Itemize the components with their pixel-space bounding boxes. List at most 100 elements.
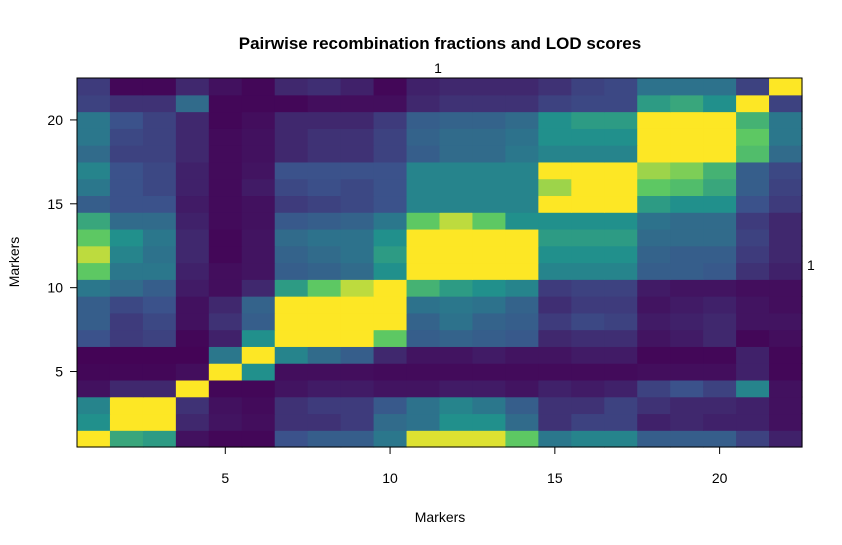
heatmap-cell [142,228,177,247]
heatmap-cell [604,128,638,146]
heatmap-cell [769,161,803,180]
heatmap-cell [340,396,375,415]
heatmap-cell [703,296,737,314]
heatmap-cell [472,228,506,247]
heatmap-cell [604,195,638,213]
heatmap-cell [340,379,375,398]
heatmap-cell [670,329,704,347]
heatmap-cell [373,279,408,297]
heatmap-cell [274,195,309,213]
heatmap-cell [439,178,474,197]
heatmap-cell [241,396,276,415]
heatmap-cell [208,379,243,398]
heatmap-cell [769,279,803,297]
heatmap-cell [274,379,309,398]
heatmap-cell [373,413,408,431]
heatmap-cell [340,161,375,180]
heatmap-cell [505,396,539,415]
heatmap-cell [703,262,737,280]
heatmap-cell [472,346,506,364]
heatmap-cell [373,111,408,129]
heatmap-cell [637,228,671,247]
heatmap-cell [670,262,704,280]
heatmap-cell [175,312,210,331]
top-label: 1 [434,60,442,76]
right-label: 1 [807,257,815,273]
heatmap-cell [571,279,605,297]
heatmap-cell [571,379,605,398]
heatmap-cell [505,279,539,297]
heatmap-cell [604,161,638,180]
heatmap-cell [307,78,342,96]
heatmap-cell [208,94,243,113]
heatmap-cell [307,279,342,297]
heatmap-cell [736,178,770,197]
heatmap-cell [241,212,276,230]
heatmap-cell [439,161,474,180]
heatmap-cell [604,228,638,247]
heatmap-cell [373,329,408,347]
heatmap-cell [769,430,803,448]
heatmap-cell [703,111,737,129]
heatmap-cell [77,212,111,230]
heatmap-cell [472,279,506,297]
heatmap-cell [736,396,770,415]
heatmap-cell [571,145,605,163]
heatmap-cell [77,145,111,163]
heatmap-cell [77,279,111,297]
heatmap-cell [142,94,177,113]
heatmap-cell [670,145,704,163]
heatmap-cell [307,245,342,264]
heatmap-cell [637,396,671,415]
heatmap-cell [703,379,737,398]
heatmap-cell [373,312,408,331]
heatmap-cell [373,195,408,213]
heatmap-cell [439,145,474,163]
heatmap-cell [109,329,144,347]
heatmap-cell [208,262,243,280]
heatmap-cell [77,262,111,280]
heatmap-cell [340,430,375,448]
heatmap-cell [208,312,243,331]
heatmap-cell [637,245,671,264]
heatmap-cell [472,195,506,213]
heatmap-cell [439,379,474,398]
heatmap-cell [670,78,704,96]
heatmap-cell [472,312,506,331]
heatmap-cell [604,262,638,280]
heatmap-cell [406,161,441,180]
heatmap-cell [703,212,737,230]
heatmap-cell [241,430,276,448]
heatmap-cell [340,279,375,297]
heatmap-cell [274,312,309,331]
heatmap-cell [571,195,605,213]
heatmap-cell [109,78,144,96]
heatmap-cell [439,111,474,129]
heatmap-cell [703,329,737,347]
heatmap-cell [274,329,309,347]
heatmap-cell [637,379,671,398]
heatmap-cell [472,145,506,163]
heatmap-cell [142,379,177,398]
heatmap-cell [307,178,342,197]
heatmap-cell [109,111,144,129]
heatmap-cell [769,94,803,113]
heatmap-cell [109,178,144,197]
x-axis-label: Markers [415,509,466,525]
heatmap-cell [538,346,572,364]
heatmap-cell [340,363,375,381]
heatmap-cell [142,128,177,146]
heatmap-cell [670,396,704,415]
heatmap-cell [241,94,276,113]
heatmap-cell [736,379,770,398]
heatmap-cell [439,94,474,113]
heatmap-cells [77,78,803,448]
heatmap-cell [439,413,474,431]
heatmap-cell [241,128,276,146]
heatmap-cell [637,145,671,163]
heatmap-cell [538,312,572,331]
heatmap-cell [175,128,210,146]
heatmap-cell [439,245,474,264]
heatmap-cell [406,128,441,146]
heatmap-cell [505,379,539,398]
